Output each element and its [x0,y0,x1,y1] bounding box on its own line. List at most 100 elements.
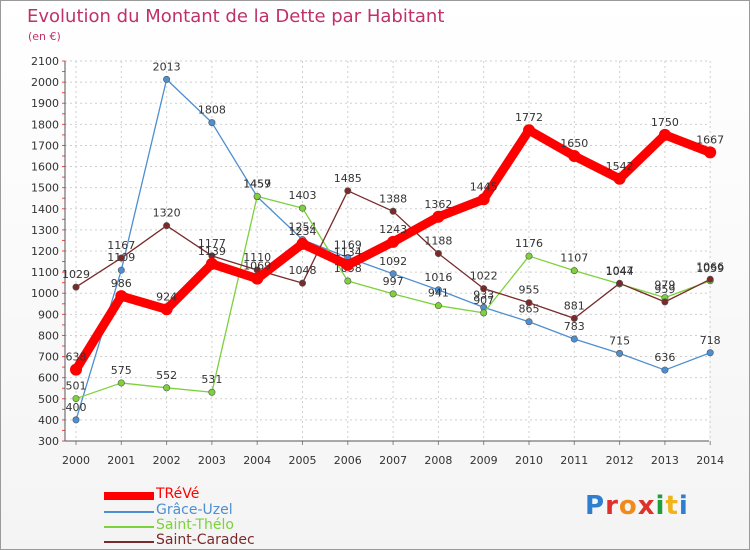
data-label: 552 [156,369,177,382]
logo-letter: t [665,491,679,521]
data-point [525,299,533,307]
data-label: 907 [473,294,494,307]
data-label: 1029 [62,268,90,281]
data-point [115,290,128,303]
y-tick-label: 2100 [31,55,59,68]
y-tick-label: 1300 [31,224,59,237]
legend-label-saint-caradec: Saint-Caradec [156,532,255,548]
data-label: 1403 [289,189,317,202]
data-label: 933 [473,288,494,301]
data-label: 1457 [243,178,271,191]
x-tick-label: 2002 [153,454,181,467]
y-tick-label: 600 [38,372,59,385]
chart-unit: (en €) [28,30,61,43]
data-label: 1254 [289,221,317,234]
data-point [117,254,125,262]
y-tick-label: 800 [38,329,59,342]
data-point [70,363,82,376]
x-tick-label: 2003 [198,454,226,467]
series-tr-v-: 638 986 924 1139 1069 1234 1134 1243 1362 1445 177… [66,111,724,376]
data-label: 636 [654,351,675,364]
data-point [570,314,578,322]
proxiti-logo: Proxiti [585,491,689,521]
logo-letter: r [605,491,619,521]
x-tick-label: 2013 [651,454,679,467]
x-tick-label: 2006 [334,454,362,467]
x-tick-label: 2008 [424,454,452,467]
data-label: 1134 [334,246,362,259]
data-point [480,285,488,293]
data-point [706,349,714,357]
data-point [251,272,264,285]
data-label: 1388 [379,192,407,205]
data-point [616,279,624,287]
data-point [117,266,125,274]
y-tick-label: 1200 [31,245,59,258]
data-label: 1169 [334,239,362,252]
data-point [613,172,626,185]
data-label: 1188 [424,235,452,248]
data-label: 1234 [289,225,317,238]
y-tick-label: 1900 [31,97,59,110]
data-label: 1167 [107,239,135,252]
data-point [570,335,578,343]
data-point [208,388,216,396]
data-point [432,210,445,223]
legend-swatch-treve [104,492,154,500]
y-tick-label: 300 [38,435,59,448]
x-tick-label: 2011 [560,454,588,467]
chart-title: Evolution du Montant de la Dette par Hab… [27,6,445,27]
data-point [525,252,533,260]
legend-swatch-saint-thelo [104,526,154,528]
data-point [208,119,216,127]
data-label: 718 [700,334,721,347]
x-tick-label: 2007 [379,454,407,467]
data-point [568,150,581,162]
data-point [298,204,306,212]
data-label: 1459 [243,177,271,190]
x-tick-label: 2010 [515,454,543,467]
x-tick-label: 2012 [606,454,634,467]
y-tick-label: 1500 [31,182,59,195]
data-label: 1044 [606,265,634,278]
data-label: 1542 [606,160,634,173]
y-tick-label: 1800 [31,118,59,131]
data-point [72,416,80,424]
data-label: 986 [111,277,132,290]
data-label: 1650 [560,137,588,150]
data-label: 1139 [198,245,226,258]
data-label: 2013 [153,60,181,73]
legend-label-treve: TRéVé [156,486,200,502]
data-label: 1176 [515,237,543,250]
logo-letter: o [618,491,638,521]
data-label: 1059 [696,262,724,275]
y-tick-label: 1700 [31,139,59,152]
data-label: 1808 [198,104,226,117]
data-point [434,286,442,294]
y-tick-label: 1100 [31,266,59,279]
data-point [570,267,578,275]
x-tick-label: 2000 [62,454,90,467]
data-label: 1320 [153,207,181,220]
data-label: 1362 [424,198,452,211]
data-point [253,192,261,200]
series-gr-ce-uzel: 4001109201318081457125411691092101693386… [66,60,721,424]
data-label: 924 [156,290,177,303]
data-label: 1750 [651,116,679,129]
data-point [616,349,624,357]
data-point [341,258,354,271]
data-label: 955 [519,284,540,297]
data-point [72,283,80,291]
data-point [205,257,218,270]
data-point [160,303,173,316]
data-point [706,275,714,283]
data-point [704,146,717,159]
data-point [523,124,535,137]
data-point [525,318,533,326]
data-label: 531 [201,373,222,386]
data-label: 997 [383,275,404,288]
x-tick-label: 2001 [107,454,135,467]
data-label: 400 [66,401,87,414]
legend-label-grace-uzel: Grâce-Uzel [156,502,233,518]
